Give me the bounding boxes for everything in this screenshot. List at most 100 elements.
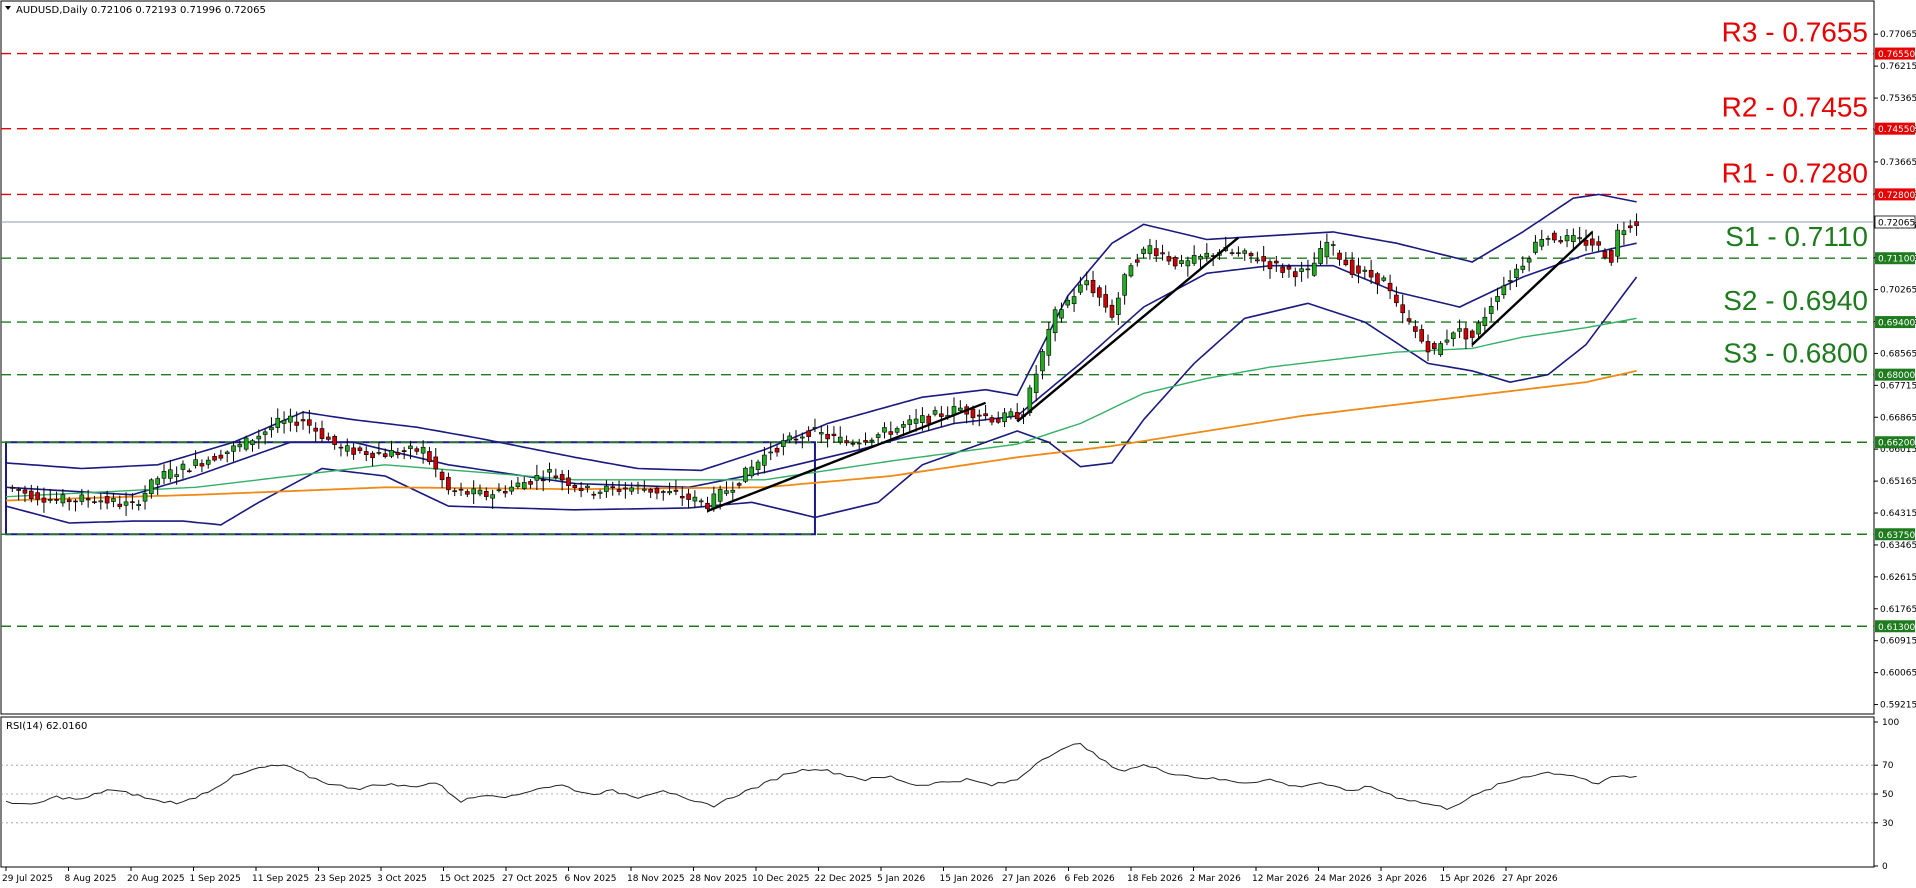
candle-body <box>534 475 540 481</box>
candle-body <box>616 489 622 492</box>
candle-body <box>471 488 476 495</box>
price-tick-label: 0.60915 <box>1880 637 1916 647</box>
level-tag-text: 0.71100 <box>1878 255 1915 265</box>
price-tick-label: 0.62615 <box>1880 573 1916 583</box>
level-lines <box>1 52 1874 627</box>
candle-body <box>47 499 53 501</box>
candle-body <box>521 482 527 489</box>
candle-body <box>98 500 104 503</box>
time-tick-label: 20 Aug 2025 <box>127 874 185 884</box>
candle-body <box>389 450 394 457</box>
level-tag-bg <box>1875 47 1915 60</box>
price-tick-label: 0.63465 <box>1880 541 1916 551</box>
candle-body <box>104 496 110 504</box>
candle-body <box>1248 252 1254 257</box>
candles <box>10 213 1639 516</box>
level-tag-bg <box>1875 368 1915 381</box>
line-bollinger_mid <box>5 242 1637 496</box>
candle-body <box>1596 241 1601 246</box>
candle-body <box>1450 332 1456 339</box>
candle-body <box>654 487 660 494</box>
candle-body <box>281 419 287 424</box>
level-tag-text: 0.69400 <box>1878 319 1915 329</box>
candle-body <box>749 466 755 477</box>
candle-body <box>85 498 91 501</box>
candle-body <box>920 415 925 423</box>
candle-body <box>724 490 729 494</box>
candle-body <box>1406 318 1412 322</box>
candle-body <box>547 469 552 473</box>
candle-body <box>1084 280 1090 286</box>
candle-body <box>414 448 420 452</box>
candle-body <box>1311 262 1317 276</box>
candle-body <box>1185 260 1191 267</box>
rsi-tick-label: 30 <box>1882 819 1894 829</box>
candle-body <box>168 469 173 479</box>
candle-body <box>477 489 483 495</box>
candle-body <box>92 501 97 503</box>
candle-body <box>256 435 262 440</box>
candle-body <box>673 489 679 492</box>
candle-body <box>1501 285 1507 296</box>
candle-body <box>1356 265 1361 274</box>
candle-body <box>1128 265 1134 277</box>
candle-body <box>1368 270 1374 278</box>
candle-body <box>452 490 458 492</box>
candle-body <box>1147 245 1153 254</box>
candle-body <box>597 491 603 494</box>
candle-body <box>1438 343 1443 356</box>
price-tick-label: 0.59215 <box>1880 701 1916 711</box>
candle-body <box>1116 297 1121 315</box>
candle-body <box>1071 296 1077 305</box>
candle-body <box>1564 235 1570 242</box>
candle-body <box>376 452 382 454</box>
candle-body <box>1602 251 1608 258</box>
candle-body <box>326 436 331 440</box>
candle-body <box>1362 269 1368 272</box>
candle-body <box>357 447 363 451</box>
candle-body <box>363 451 369 456</box>
candle-body <box>496 489 502 492</box>
candle-body <box>1375 273 1380 285</box>
candle-body <box>1097 287 1102 298</box>
level-label: S1 - 0.7110 <box>1725 221 1868 252</box>
candle-body <box>1078 284 1083 293</box>
candle-body <box>1413 326 1418 332</box>
candle-body <box>401 450 407 453</box>
level-tag-text: 0.76550 <box>1878 50 1915 60</box>
candle-body <box>844 440 849 444</box>
candle-body <box>1552 232 1557 241</box>
candle-body <box>566 477 571 486</box>
level-tag-text: 0.72800 <box>1878 191 1915 201</box>
candle-body <box>1242 250 1248 254</box>
candle-body <box>989 417 995 423</box>
collapse-arrow-icon[interactable] <box>5 6 11 10</box>
candle-body <box>218 454 224 459</box>
candle-body <box>1166 256 1172 262</box>
time-tick-label: 23 Sep 2025 <box>315 874 372 884</box>
candle-body <box>1103 294 1108 308</box>
candle-body <box>307 419 312 426</box>
candle-body <box>528 481 533 485</box>
level-tag-bg <box>1875 188 1915 201</box>
candle-body <box>711 493 717 509</box>
candle-body <box>433 456 439 470</box>
time-tick-label: 15 Jan 2026 <box>940 874 994 884</box>
candle-body <box>1141 248 1146 254</box>
candle-body <box>205 459 211 465</box>
candle-body <box>180 463 186 470</box>
candle-body <box>913 418 919 424</box>
candle-body <box>837 436 843 443</box>
candle-body <box>22 489 28 494</box>
candle-body <box>1330 244 1336 246</box>
candle-body <box>1539 238 1545 247</box>
candle-body <box>288 415 293 423</box>
candle-body <box>648 489 653 493</box>
candle-body <box>698 500 704 503</box>
time-tick-label: 27 Oct 2025 <box>502 874 558 884</box>
level-tag-bg <box>1875 436 1915 449</box>
candle-body <box>484 490 489 497</box>
candle-body <box>313 427 318 432</box>
level-tag-bg <box>1875 528 1915 541</box>
